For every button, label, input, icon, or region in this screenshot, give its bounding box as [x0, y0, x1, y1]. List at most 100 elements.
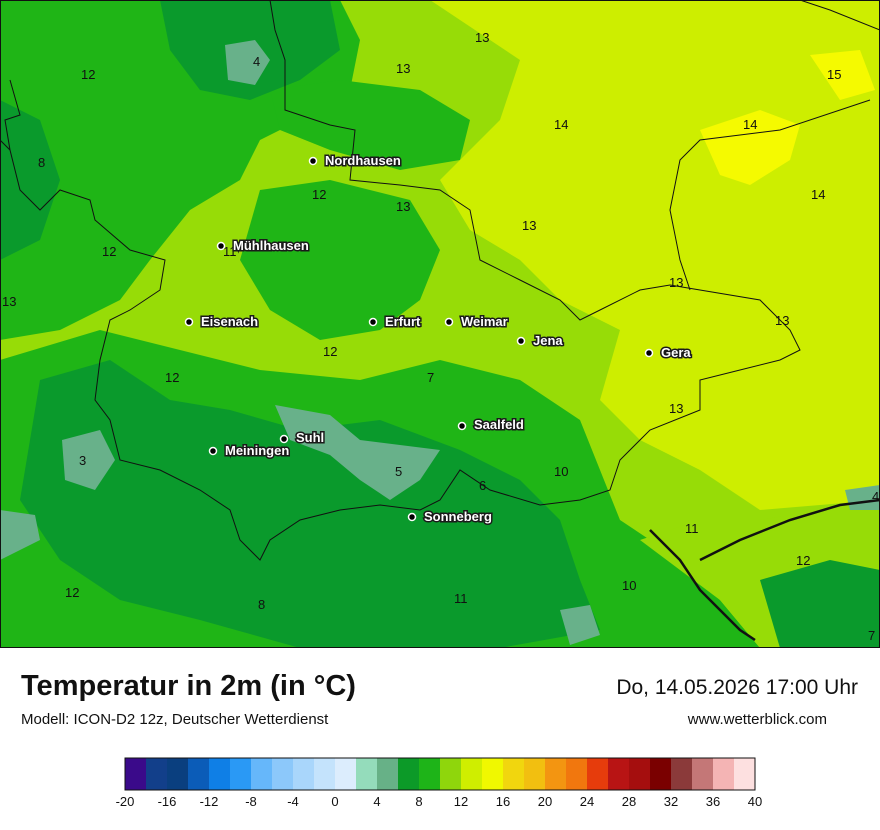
temp-label: 12 [65, 585, 79, 600]
legend-swatch [545, 758, 567, 790]
legend-swatch [608, 758, 630, 790]
legend-swatch [419, 758, 441, 790]
temp-label: 7 [868, 628, 875, 643]
dark-green-se [760, 560, 880, 648]
legend-frame [124, 757, 756, 791]
legend-swatch [209, 758, 231, 790]
map-title: Temperatur in 2m (in °C) [21, 670, 356, 702]
legend-swatch [272, 758, 294, 790]
city-label: Weimar [461, 314, 508, 329]
legend-tick-label: 36 [706, 794, 720, 809]
city-meiningen[interactable]: Meiningen [208, 442, 291, 460]
city-label: Gera [661, 345, 691, 360]
city-dot [516, 336, 526, 346]
city-label: Nordhausen [325, 153, 401, 168]
legend-tick-label: 28 [622, 794, 636, 809]
model-info: Modell: ICON-D2 12z, Deutscher Wetterdie… [21, 711, 329, 728]
temp-label: 6 [479, 478, 486, 493]
temp-label: 12 [165, 370, 179, 385]
city-label: Jena [533, 333, 563, 348]
temp-label: 13 [396, 61, 410, 76]
city-jena[interactable]: Jena [516, 332, 565, 350]
temp-label: 15 [827, 67, 841, 82]
city-eisenach[interactable]: Eisenach [184, 313, 260, 331]
temp-label: 5 [395, 464, 402, 479]
city-dot [407, 512, 417, 522]
legend-swatch [587, 758, 609, 790]
temp-label: 10 [554, 464, 568, 479]
legend-tick-label: 20 [538, 794, 552, 809]
temp-label: 13 [669, 275, 683, 290]
city-dot [216, 241, 226, 251]
legend-swatch [230, 758, 252, 790]
legend-swatch [377, 758, 399, 790]
legend-tick-label: -20 [116, 794, 135, 809]
legend-tick-label: -12 [200, 794, 219, 809]
map-footer: Temperatur in 2m (in °C) Modell: ICON-D2… [0, 648, 880, 830]
legend-swatch [650, 758, 672, 790]
temperature-map: 13 4 12 13 15 14 14 8 12 13 14 11 12 13 … [0, 0, 880, 648]
city-dot [368, 317, 378, 327]
city-nordhausen[interactable]: Nordhausen [308, 152, 402, 170]
city-gera[interactable]: Gera [644, 344, 693, 362]
legend-swatch [167, 758, 189, 790]
legend-tick-label: 32 [664, 794, 678, 809]
city-erfurt[interactable]: Erfurt [368, 313, 423, 331]
color-legend: -20 -16 -12 -8 -4 0 4 8 12 16 20 24 28 32 36 40 [116, 757, 763, 809]
cool-spot-thueringer-wald [275, 405, 440, 500]
city-markers: Nordhausen Mühlhausen Eisenach Erfurt We… [184, 152, 693, 526]
legend-ticks: -20 -16 -12 -8 -4 0 4 8 12 16 20 24 28 32 36 40 [116, 794, 763, 809]
legend-swatch [356, 758, 378, 790]
city-label: Meiningen [225, 443, 289, 458]
legend-swatch [293, 758, 315, 790]
temp-label: 3 [79, 453, 86, 468]
legend-swatch [146, 758, 168, 790]
temp-label: 12 [312, 187, 326, 202]
temp-label: 12 [796, 553, 810, 568]
temperature-labels: 13 4 12 13 15 14 14 8 12 13 14 11 12 13 … [2, 30, 879, 643]
temp-label: 13 [522, 218, 536, 233]
city-dot [644, 348, 654, 358]
legend-swatch [734, 758, 756, 790]
city-dot [308, 156, 318, 166]
state-boundaries [0, 0, 880, 561]
city-suhl[interactable]: Suhl [279, 429, 326, 447]
cool-spot-sw [0, 510, 40, 560]
city-label: Erfurt [385, 314, 421, 329]
temp-label: 14 [811, 187, 825, 202]
city-dot [184, 317, 194, 327]
hot-region-ne [810, 50, 875, 100]
legend-tick-label: 40 [748, 794, 762, 809]
country-boundary [649, 498, 880, 642]
temp-label: 8 [258, 597, 265, 612]
temp-label: 4 [872, 489, 879, 504]
temp-label: 8 [38, 155, 45, 170]
city-label: Sonneberg [424, 509, 492, 524]
website-link[interactable]: www.wetterblick.com [687, 711, 827, 728]
map-canvas: 13 4 12 13 15 14 14 8 12 13 14 11 12 13 … [0, 0, 880, 648]
city-dot [279, 434, 289, 444]
legend-swatch [629, 758, 651, 790]
city-sonneberg[interactable]: Sonneberg [407, 508, 493, 526]
city-saalfeld[interactable]: Saalfeld [457, 416, 525, 434]
city-muehlhausen[interactable]: Mühlhausen [216, 237, 310, 255]
mild-region-north [270, 80, 470, 170]
temp-label: 4 [253, 54, 260, 69]
temp-label: 12 [102, 244, 116, 259]
cool-spot-rhoen [62, 430, 115, 490]
cool-region-center [240, 180, 440, 340]
legend-tick-label: 0 [331, 794, 338, 809]
legend-swatch [440, 758, 462, 790]
temp-label: 11 [454, 591, 468, 606]
legend-swatch [566, 758, 588, 790]
city-dot [457, 421, 467, 431]
legend-bar [124, 757, 756, 791]
city-weimar[interactable]: Weimar [444, 313, 509, 331]
legend-swatch [503, 758, 525, 790]
city-label: Suhl [296, 430, 324, 445]
temp-label: 14 [743, 117, 757, 132]
dark-green-west [0, 100, 60, 260]
temp-label: 7 [427, 370, 434, 385]
temp-label: 11 [685, 521, 699, 536]
legend-swatch [692, 758, 714, 790]
